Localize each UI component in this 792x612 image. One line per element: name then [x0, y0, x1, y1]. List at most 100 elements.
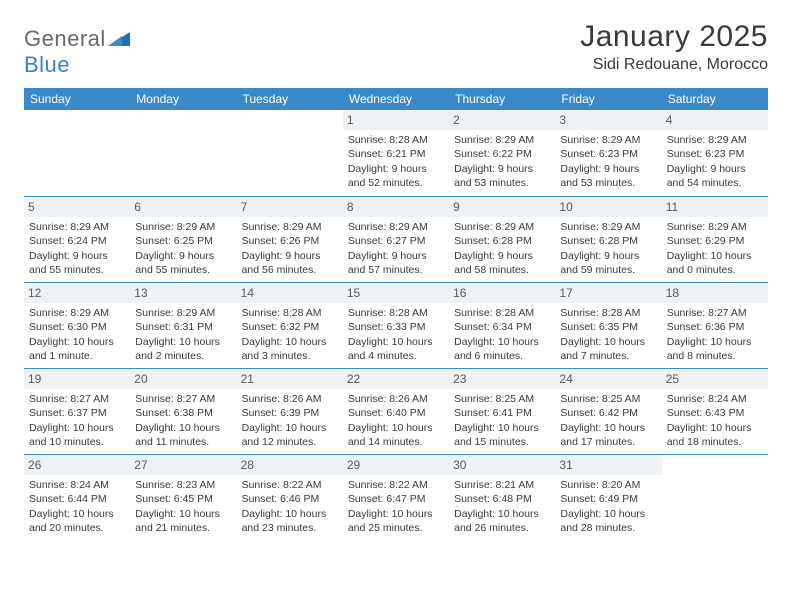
dow-tuesday: Tuesday [237, 88, 343, 110]
day-cell: 15Sunrise: 8:28 AMSunset: 6:33 PMDayligh… [343, 283, 449, 368]
day-cell: 12Sunrise: 8:29 AMSunset: 6:30 PMDayligh… [24, 283, 130, 368]
daylight-text: Daylight: 10 hours and 10 minutes. [29, 421, 125, 449]
day-cell: 19Sunrise: 8:27 AMSunset: 6:37 PMDayligh… [24, 369, 130, 454]
daylight-text: Daylight: 9 hours and 52 minutes. [348, 162, 444, 190]
day-number: 27 [130, 455, 236, 475]
day-number: 30 [449, 455, 555, 475]
month-title: January 2025 [580, 20, 768, 54]
daylight-text: Daylight: 10 hours and 6 minutes. [454, 335, 550, 363]
daylight-text: Daylight: 9 hours and 58 minutes. [454, 249, 550, 277]
daylight-text: Daylight: 10 hours and 1 minute. [29, 335, 125, 363]
sunset-text: Sunset: 6:21 PM [348, 147, 444, 161]
sunrise-text: Sunrise: 8:29 AM [667, 220, 763, 234]
sunset-text: Sunset: 6:32 PM [242, 320, 338, 334]
week-row: 19Sunrise: 8:27 AMSunset: 6:37 PMDayligh… [24, 368, 768, 454]
day-cell: 18Sunrise: 8:27 AMSunset: 6:36 PMDayligh… [662, 283, 768, 368]
location-label: Sidi Redouane, Morocco [580, 56, 768, 74]
day-number: 29 [343, 455, 449, 475]
sunset-text: Sunset: 6:44 PM [29, 492, 125, 506]
day-cell [130, 110, 236, 196]
daylight-text: Daylight: 10 hours and 0 minutes. [667, 249, 763, 277]
daylight-text: Daylight: 9 hours and 54 minutes. [667, 162, 763, 190]
sunset-text: Sunset: 6:48 PM [454, 492, 550, 506]
day-cell: 21Sunrise: 8:26 AMSunset: 6:39 PMDayligh… [237, 369, 343, 454]
day-number: 25 [662, 369, 768, 389]
daylight-text: Daylight: 10 hours and 25 minutes. [348, 507, 444, 535]
day-cell: 23Sunrise: 8:25 AMSunset: 6:41 PMDayligh… [449, 369, 555, 454]
day-cell: 28Sunrise: 8:22 AMSunset: 6:46 PMDayligh… [237, 455, 343, 540]
day-number: 22 [343, 369, 449, 389]
daylight-text: Daylight: 10 hours and 26 minutes. [454, 507, 550, 535]
daylight-text: Daylight: 10 hours and 2 minutes. [135, 335, 231, 363]
day-cell: 16Sunrise: 8:28 AMSunset: 6:34 PMDayligh… [449, 283, 555, 368]
sunrise-text: Sunrise: 8:24 AM [29, 478, 125, 492]
daylight-text: Daylight: 10 hours and 11 minutes. [135, 421, 231, 449]
sunset-text: Sunset: 6:35 PM [560, 320, 656, 334]
sunrise-text: Sunrise: 8:29 AM [560, 220, 656, 234]
sunrise-text: Sunrise: 8:29 AM [29, 306, 125, 320]
day-cell: 29 Sunrise: 8:22 AMSunset: 6:47 PMDayligh… [343, 455, 449, 540]
sunset-text: Sunset: 6:42 PM [560, 406, 656, 420]
daylight-text: Daylight: 10 hours and 3 minutes. [242, 335, 338, 363]
sunset-text: Sunset: 6:22 PM [454, 147, 550, 161]
sunset-text: Sunset: 6:46 PM [242, 492, 338, 506]
daylight-text: Daylight: 10 hours and 18 minutes. [667, 421, 763, 449]
sunset-text: Sunset: 6:47 PM [348, 492, 444, 506]
sunset-text: Sunset: 6:49 PM [560, 492, 656, 506]
day-number: 15 [343, 283, 449, 303]
day-cell: 22 Sunrise: 8:26 AMSunset: 6:40 PMDayligh… [343, 369, 449, 454]
sunrise-text: Sunrise: 8:24 AM [667, 392, 763, 406]
day-number: 13 [130, 283, 236, 303]
day-number: 8 [343, 197, 449, 217]
daylight-text: Daylight: 10 hours and 28 minutes. [560, 507, 656, 535]
sunrise-text: Sunrise: 8:29 AM [667, 133, 763, 147]
daylight-text: Daylight: 10 hours and 14 minutes. [348, 421, 444, 449]
day-cell: 5Sunrise: 8:29 AMSunset: 6:24 PMDaylight… [24, 197, 130, 282]
weeks-container: 1Sunrise: 8:28 AMSunset: 6:21 PMDaylight… [24, 110, 768, 540]
sunrise-text: Sunrise: 8:27 AM [667, 306, 763, 320]
sunset-text: Sunset: 6:45 PM [135, 492, 231, 506]
day-cell: 17Sunrise: 8:28 AMSunset: 6:35 PMDayligh… [555, 283, 661, 368]
daylight-text: Daylight: 9 hours and 55 minutes. [29, 249, 125, 277]
day-number: 3 [555, 110, 661, 130]
sunset-text: Sunset: 6:38 PM [135, 406, 231, 420]
calendar-grid: Sunday Monday Tuesday Wednesday Thursday… [24, 88, 768, 540]
sunset-text: Sunset: 6:40 PM [348, 406, 444, 420]
sunrise-text: Sunrise: 8:29 AM [135, 306, 231, 320]
day-cell: 27Sunrise: 8:23 AMSunset: 6:45 PMDayligh… [130, 455, 236, 540]
week-row: 1Sunrise: 8:28 AMSunset: 6:21 PMDaylight… [24, 110, 768, 196]
sunset-text: Sunset: 6:43 PM [667, 406, 763, 420]
day-number: 7 [237, 197, 343, 217]
sunrise-text: Sunrise: 8:28 AM [348, 306, 444, 320]
day-number: 18 [662, 283, 768, 303]
sunrise-text: Sunrise: 8:26 AM [348, 392, 444, 406]
day-cell [237, 110, 343, 196]
dow-sunday: Sunday [24, 88, 130, 110]
sunrise-text: Sunrise: 8:22 AM [348, 478, 444, 492]
day-cell: 26Sunrise: 8:24 AMSunset: 6:44 PMDayligh… [24, 455, 130, 540]
sunset-text: Sunset: 6:37 PM [29, 406, 125, 420]
day-cell: 7Sunrise: 8:29 AMSunset: 6:26 PMDaylight… [237, 197, 343, 282]
sunset-text: Sunset: 6:24 PM [29, 234, 125, 248]
sunset-text: Sunset: 6:23 PM [560, 147, 656, 161]
sunset-text: Sunset: 6:33 PM [348, 320, 444, 334]
sunrise-text: Sunrise: 8:29 AM [454, 133, 550, 147]
week-row: 12Sunrise: 8:29 AMSunset: 6:30 PMDayligh… [24, 282, 768, 368]
day-number: 5 [24, 197, 130, 217]
sunrise-text: Sunrise: 8:26 AM [242, 392, 338, 406]
day-cell: 31Sunrise: 8:20 AMSunset: 6:49 PMDayligh… [555, 455, 661, 540]
day-cell: 8Sunrise: 8:29 AMSunset: 6:27 PMDaylight… [343, 197, 449, 282]
daylight-text: Daylight: 9 hours and 59 minutes. [560, 249, 656, 277]
day-of-week-header: Sunday Monday Tuesday Wednesday Thursday… [24, 88, 768, 110]
day-cell: 3Sunrise: 8:29 AMSunset: 6:23 PMDaylight… [555, 110, 661, 196]
day-cell: 4Sunrise: 8:29 AMSunset: 6:23 PMDaylight… [662, 110, 768, 196]
sunrise-text: Sunrise: 8:25 AM [560, 392, 656, 406]
daylight-text: Daylight: 10 hours and 7 minutes. [560, 335, 656, 363]
logo-word-general: General [24, 26, 106, 51]
day-number: 12 [24, 283, 130, 303]
day-cell: 11Sunrise: 8:29 AMSunset: 6:29 PMDayligh… [662, 197, 768, 282]
daylight-text: Daylight: 10 hours and 15 minutes. [454, 421, 550, 449]
sunset-text: Sunset: 6:25 PM [135, 234, 231, 248]
day-cell: 2Sunrise: 8:29 AMSunset: 6:22 PMDaylight… [449, 110, 555, 196]
page-header: GeneralBlue January 2025 Sidi Redouane, … [24, 20, 768, 78]
